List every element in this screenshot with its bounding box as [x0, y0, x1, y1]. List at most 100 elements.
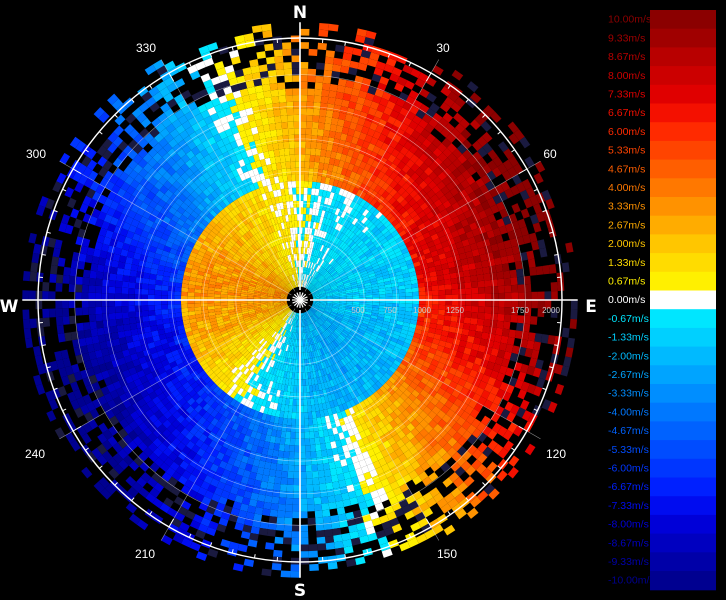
velocity-cell — [281, 257, 286, 264]
velocity-cell — [338, 306, 346, 310]
velocity-cell — [310, 444, 316, 452]
velocity-cell — [288, 324, 292, 332]
velocity-cell — [457, 316, 465, 324]
velocity-cell — [253, 350, 260, 358]
velocity-cell — [260, 297, 268, 299]
velocity-cell — [287, 344, 291, 352]
velocity-cell — [276, 308, 283, 313]
velocity-cell — [365, 304, 373, 308]
velocity-cell — [295, 240, 299, 248]
velocity-cell — [328, 343, 334, 351]
velocity-cell — [320, 355, 325, 363]
velocity-cell — [321, 245, 327, 253]
velocity-cell — [240, 326, 248, 332]
velocity-cell — [265, 227, 271, 235]
velocity-cell — [284, 228, 289, 236]
velocity-cell — [344, 311, 352, 315]
velocity-cell — [306, 478, 313, 486]
velocity-cell — [372, 329, 380, 335]
velocity-cell — [249, 347, 256, 355]
velocity-cell — [313, 280, 319, 286]
velocity-cell — [431, 309, 439, 315]
velocity-cell — [357, 342, 365, 349]
velocity-cell — [278, 223, 283, 231]
velocity-cell — [321, 324, 327, 331]
velocity-cell — [270, 330, 276, 337]
velocity-cell — [326, 318, 333, 324]
velocity-cell — [283, 270, 288, 278]
velocity-cell — [272, 346, 277, 354]
velocity-cell — [313, 314, 319, 320]
velocity-cell — [311, 330, 315, 338]
velocity-cell — [288, 268, 292, 276]
velocity-cell — [279, 229, 285, 237]
velocity-cell — [303, 319, 306, 327]
velocity-cell — [356, 261, 363, 267]
velocity-cell — [357, 312, 365, 316]
velocity-cell — [320, 252, 325, 260]
velocity-cell — [372, 291, 380, 295]
velocity-cell — [363, 279, 371, 285]
velocity-cell — [301, 247, 304, 254]
velocity-cell — [280, 297, 287, 299]
velocity-cell — [283, 221, 288, 229]
velocity-cell — [315, 342, 320, 350]
velocity-cell — [274, 290, 282, 294]
velocity-cell — [491, 306, 499, 314]
velocity-cell — [249, 283, 256, 288]
velocity-cell — [312, 322, 317, 330]
velocity-cell — [296, 247, 299, 254]
velocity-cell — [362, 318, 370, 323]
velocity-cell — [316, 349, 321, 357]
velocity-cell — [284, 154, 291, 162]
velocity-cell — [324, 309, 331, 314]
velocity-cell — [253, 234, 260, 242]
velocity-cell — [289, 331, 293, 339]
velocity-cell — [294, 312, 297, 320]
velocity-cell — [297, 273, 299, 281]
velocity-cell — [284, 278, 289, 284]
velocity-cell — [268, 307, 275, 311]
velocity-cell — [372, 294, 380, 298]
velocity-cell — [288, 141, 295, 149]
velocity-cell — [275, 230, 280, 238]
velocity-cell — [341, 263, 349, 269]
velocity-cell — [266, 266, 273, 273]
velocity-cell — [336, 282, 344, 287]
velocity-cell — [465, 294, 472, 300]
velocity-cell — [253, 332, 260, 339]
velocity-cell — [470, 317, 478, 325]
velocity-cell — [374, 270, 382, 276]
velocity-cell — [221, 310, 229, 314]
velocity-cell — [289, 438, 296, 446]
velocity-cell — [136, 271, 144, 278]
velocity-cell — [284, 270, 289, 277]
velocity-cell — [361, 336, 369, 343]
velocity-cell — [291, 332, 295, 340]
velocity-cell — [259, 276, 266, 282]
velocity-cell — [304, 325, 307, 333]
velocity-cell — [295, 273, 298, 281]
velocity-cell — [258, 255, 265, 262]
velocity-cell — [323, 462, 330, 471]
velocity-cell — [288, 372, 293, 379]
velocity-cell — [488, 326, 497, 335]
velocity-cell — [279, 312, 285, 318]
velocity-cell — [317, 308, 324, 313]
velocity-cell — [305, 311, 310, 318]
velocity-cell — [247, 303, 254, 306]
velocity-cell — [338, 335, 345, 342]
velocity-cell — [293, 121, 300, 129]
velocity-cell — [355, 318, 363, 323]
velocity-cell — [271, 281, 279, 286]
velocity-cell — [108, 312, 116, 321]
velocity-cell — [281, 336, 286, 343]
velocity-cell — [251, 318, 259, 324]
velocity-cell — [287, 310, 292, 316]
velocity-cell — [317, 327, 323, 334]
velocity-cell — [286, 168, 292, 176]
velocity-cell — [302, 214, 306, 221]
velocity-cell — [319, 304, 326, 308]
velocity-cell — [291, 339, 295, 346]
velocity-cell — [235, 342, 243, 349]
